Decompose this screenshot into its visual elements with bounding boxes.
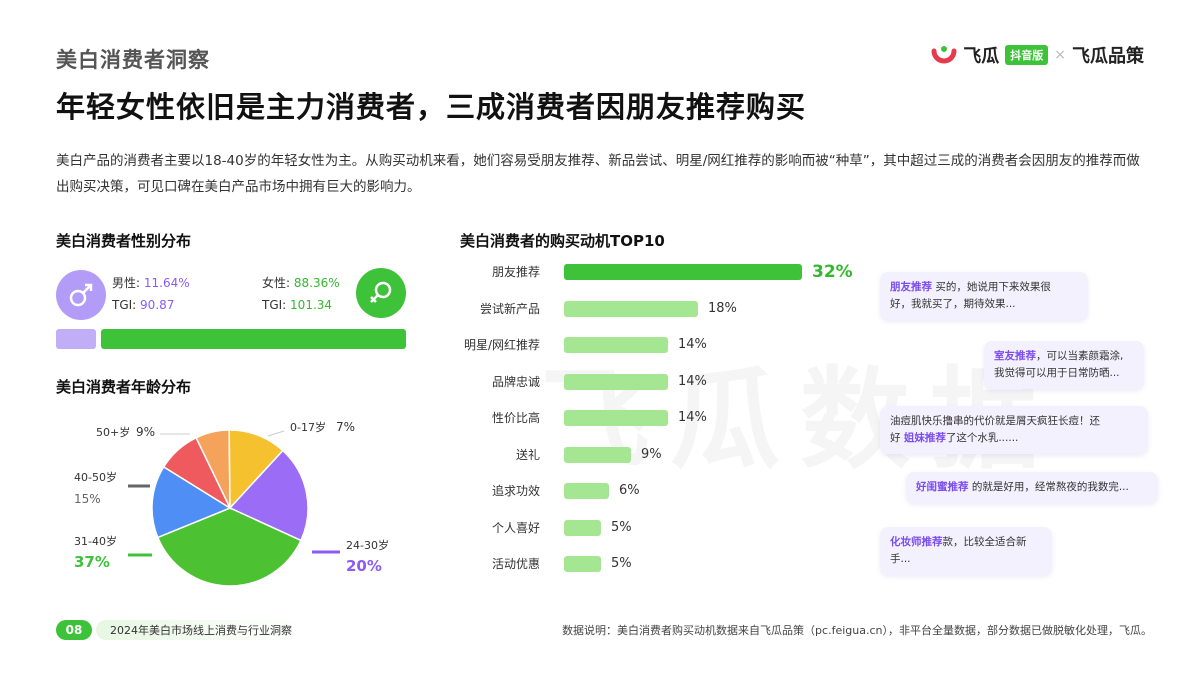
pie-leader-line (267, 430, 285, 437)
comment-highlight: 姐妹推荐 (903, 432, 946, 444)
bar-value-label: 5% (611, 556, 632, 571)
bar-category-label: 品牌忠诚 (491, 374, 540, 389)
bar-value-label: 18% (708, 300, 737, 316)
comment-text: ，可以当素颜霜涂, (1036, 350, 1124, 362)
page-title: 年轻女性依旧是主力消费者，三成消费者因朋友推荐购买 (56, 90, 807, 124)
bar-value-label: 14% (678, 373, 707, 389)
bar-category-label: 性价比高 (491, 411, 540, 425)
bar-category-label: 活动优惠 (491, 557, 540, 571)
comment-text: 了这个水乳...... (945, 432, 1019, 444)
bar (564, 264, 802, 280)
bar-value-label: 5% (611, 519, 632, 535)
male-icon (56, 270, 106, 320)
comment-text: 款，比较全适合新手... (890, 536, 1027, 565)
comment-text: 我觉得可以用于日常防晒... (994, 367, 1120, 379)
bar (564, 337, 668, 353)
bar-category-label: 个人喜好 (491, 520, 540, 535)
female-icon (356, 268, 406, 318)
bar (564, 373, 668, 390)
bar-category-label: 朋友推荐 (491, 265, 540, 279)
bar-value-label: 32% (812, 262, 853, 282)
pie-slice-label: 0-17岁 (290, 420, 326, 434)
pie-slice-label: 40-50岁 (74, 470, 117, 484)
male-tgi: TGI: 90.87 (112, 294, 174, 316)
bar-category-label: 追求功效 (491, 484, 540, 498)
pie-slice-label: 31-40岁 (74, 534, 117, 548)
female-tgi-label: TGI: (262, 298, 287, 312)
female-tgi-value: 101.34 (290, 298, 333, 312)
comment-bubble: 朋友推荐 买的，她说用下来效果很 好，我就买了，期待效果... (880, 272, 1088, 320)
pie-value-label: 20% (346, 557, 382, 575)
pie-slice (156, 507, 302, 587)
age-pie-chart: 0-17岁 7% 24-30岁 20% 31-40岁 37% 40-50岁 15% 50+岁 9% (74, 420, 389, 587)
female-share: 女性: 88.36% (262, 272, 340, 294)
male-tgi-label: TGI: (112, 298, 137, 312)
gender-title: 美白消费者性别分布 (56, 232, 192, 250)
pie-value-label: 15% (74, 492, 101, 506)
bar-value-label: 9% (641, 446, 662, 462)
bar-category-label: 尝试新产品 (479, 301, 540, 316)
bar (564, 300, 698, 317)
female-share-value: 88.36% (293, 276, 340, 290)
page-number: 08 (56, 620, 92, 640)
pie-value-label: 37% (74, 553, 110, 571)
comment-highlight: 化妆师推荐 (890, 536, 943, 548)
gender-share-bar (56, 329, 406, 349)
comment-bubble: 室友推荐，可以当素颜霜涂, 我觉得可以用于日常防晒... (984, 341, 1144, 389)
bar (564, 410, 668, 426)
intro-paragraph: 美白产品的消费者主要以18-40岁的年轻女性为主。从购买动机来看，她们容易受朋友… (56, 153, 1140, 195)
male-share: 男性: 11.64% (112, 272, 190, 294)
bar-value-label: 6% (619, 483, 640, 498)
bar (564, 519, 601, 536)
comment-text: 好 (890, 432, 904, 444)
comment-highlight: 室友推荐 (994, 350, 1036, 362)
pie-slice-label: 24-30岁 (346, 538, 389, 552)
male-tgi-value: 90.87 (140, 298, 175, 312)
brand-separator: × (1054, 47, 1066, 63)
comment-bubble: 油痘肌快乐撸串的代价就是屑天疯狂长痘！还 好 姐妹推荐了这个水乳...... (880, 406, 1148, 454)
bar-category-label: 送礼 (515, 447, 540, 462)
pie-value-label: 7% (336, 420, 355, 434)
brand-name: 飞瓜 (963, 46, 1000, 67)
bar (564, 483, 609, 499)
age-title: 美白消费者年龄分布 (56, 378, 192, 396)
feigua-logo-icon (931, 46, 957, 64)
brand-name-2: 飞瓜品策 (1072, 46, 1144, 67)
pie-slice (151, 465, 232, 539)
pie-slice (162, 436, 232, 510)
bar (564, 446, 631, 463)
bar (564, 556, 601, 572)
pie-slice (228, 449, 309, 542)
pie-slice-label: 50+岁 (96, 425, 130, 439)
motive-title: 美白消费者的购买动机TOP10 (460, 232, 665, 250)
comment-bubble: 化妆师推荐款，比较全适合新手... (880, 527, 1052, 575)
female-label: 女性: (262, 276, 291, 290)
source-note: 数据说明：美白消费者购买动机数据来自飞瓜品策（pc.feigua.cn），非平台… (562, 624, 1152, 637)
report-title: 2024年美白市场线上消费与行业洞察 (96, 620, 306, 640)
comment-highlight: 朋友推荐 (890, 281, 932, 293)
bar-category-label: 明星/网红推荐 (463, 338, 540, 352)
bar-value-label: 14% (678, 410, 707, 425)
female-share-bar (101, 329, 406, 349)
comment-text: 油痘肌快乐撸串的代价就是屑天疯狂长痘！还 (890, 415, 1100, 427)
male-share-bar (56, 329, 96, 349)
female-tgi: TGI: 101.34 (262, 294, 332, 316)
comment-text: 买的，她说用下来效果很 (932, 281, 1051, 293)
male-label: 男性: (112, 276, 141, 290)
comment-highlight: 好闺蜜推荐 (916, 481, 969, 493)
section-title: 美白消费者洞察 (56, 48, 210, 72)
comment-text: 的就是好用，经常熬夜的我数完... (968, 481, 1129, 493)
comment-bubble: 好闺蜜推荐 的就是好用，经常熬夜的我数完... (906, 472, 1158, 503)
brand-logo: 飞瓜 抖音版 × 飞瓜品策 (931, 40, 1144, 70)
comment-text: 好，我就买了，期待效果... (890, 298, 1016, 310)
pie-value-label: 9% (136, 425, 155, 439)
bar-value-label: 14% (678, 337, 707, 352)
male-share-value: 11.64% (143, 276, 190, 290)
motive-bar-chart: 朋友推荐 32% 尝试新产品 18% 明星/网红推荐 14% 品牌忠诚 14% 性价比高 14% 送… (456, 262, 876, 594)
brand-pill: 抖音版 (1005, 45, 1049, 65)
